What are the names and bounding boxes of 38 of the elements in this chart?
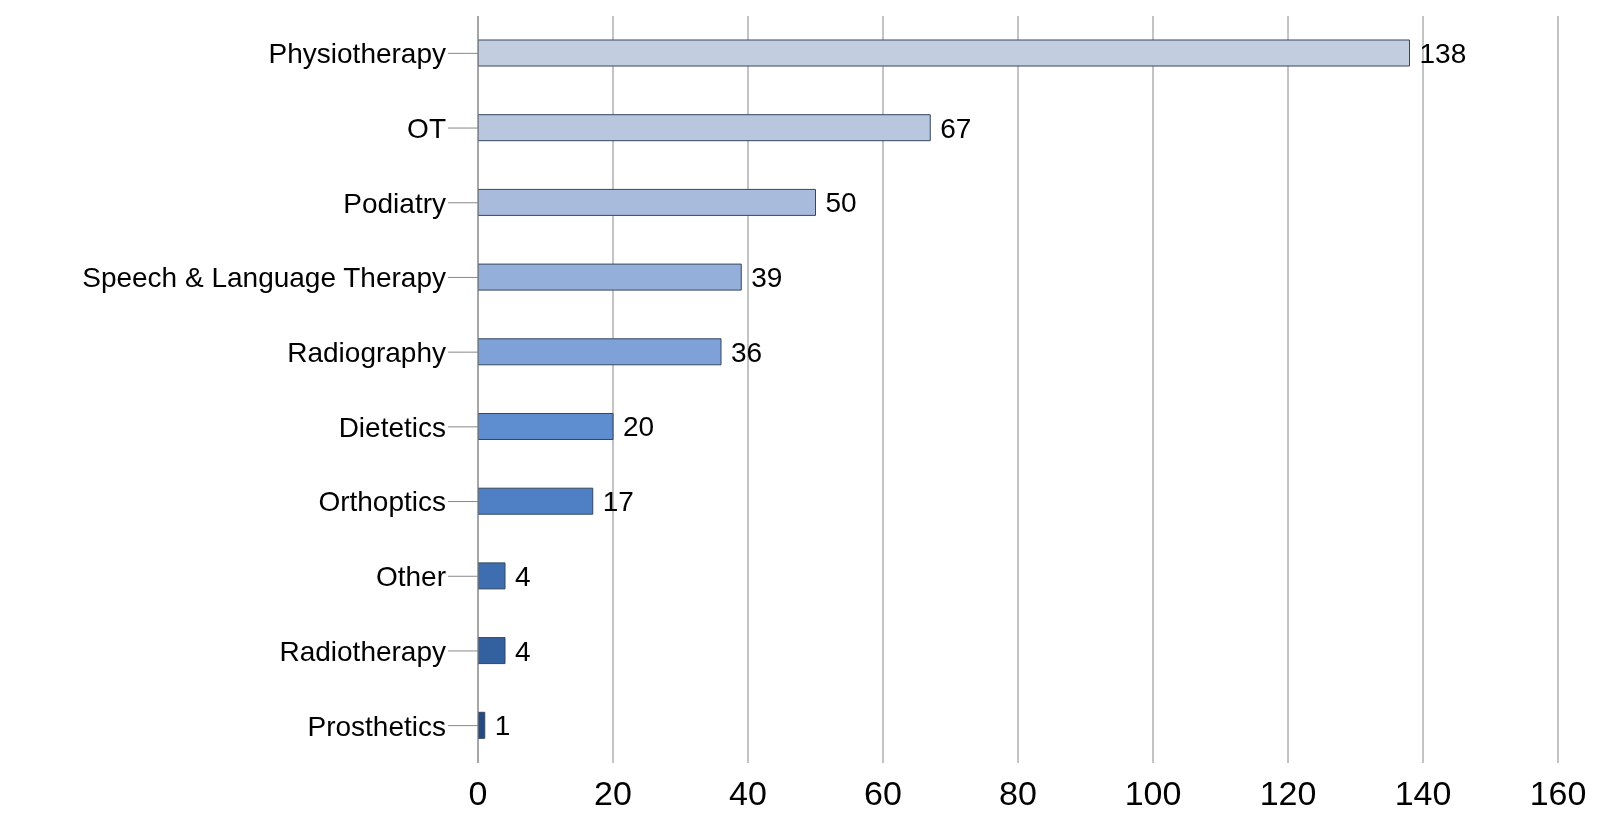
bar bbox=[478, 39, 1410, 67]
x-tick-label: 20 bbox=[594, 774, 632, 813]
data-label: 39 bbox=[751, 262, 783, 294]
bar bbox=[478, 114, 931, 142]
y-tick-label: Podiatry bbox=[343, 187, 446, 219]
x-tick-label: 60 bbox=[864, 774, 902, 813]
y-tick-label: Physiotherapy bbox=[268, 38, 446, 70]
y-tick-label: Dietetics bbox=[338, 411, 446, 443]
x-tick-label: 40 bbox=[729, 774, 767, 813]
y-tick-label: Radiography bbox=[287, 337, 446, 369]
bar bbox=[478, 487, 594, 515]
bar bbox=[478, 637, 506, 665]
x-tick-label: 160 bbox=[1529, 774, 1587, 813]
x-tick-label: 120 bbox=[1259, 774, 1317, 813]
data-label: 4 bbox=[515, 635, 531, 667]
bar bbox=[478, 263, 742, 291]
y-tick-label: Other bbox=[375, 561, 446, 593]
data-label: 50 bbox=[825, 187, 857, 219]
y-tick-label: Orthoptics bbox=[318, 486, 446, 518]
bar bbox=[478, 188, 816, 216]
data-label: 1 bbox=[494, 710, 511, 742]
data-label: 20 bbox=[623, 411, 655, 443]
y-tick-label: Radiotherapy bbox=[279, 635, 446, 667]
x-tick-label: 100 bbox=[1124, 774, 1182, 813]
x-tick-label: 0 bbox=[468, 774, 488, 813]
y-tick-label: Speech & Language Therapy bbox=[82, 262, 446, 294]
data-label: 138 bbox=[1419, 37, 1467, 69]
x-tick-label: 140 bbox=[1394, 774, 1452, 813]
bar bbox=[478, 562, 506, 590]
bar bbox=[478, 338, 722, 366]
y-tick-label: OT bbox=[407, 112, 446, 144]
data-label: 17 bbox=[602, 486, 634, 518]
data-label: 4 bbox=[515, 560, 531, 592]
data-label: 67 bbox=[940, 112, 972, 144]
y-tick-label: Prosthetics bbox=[307, 710, 446, 742]
bar bbox=[478, 413, 614, 440]
data-label: 36 bbox=[731, 336, 763, 368]
x-tick-label: 80 bbox=[999, 774, 1037, 813]
